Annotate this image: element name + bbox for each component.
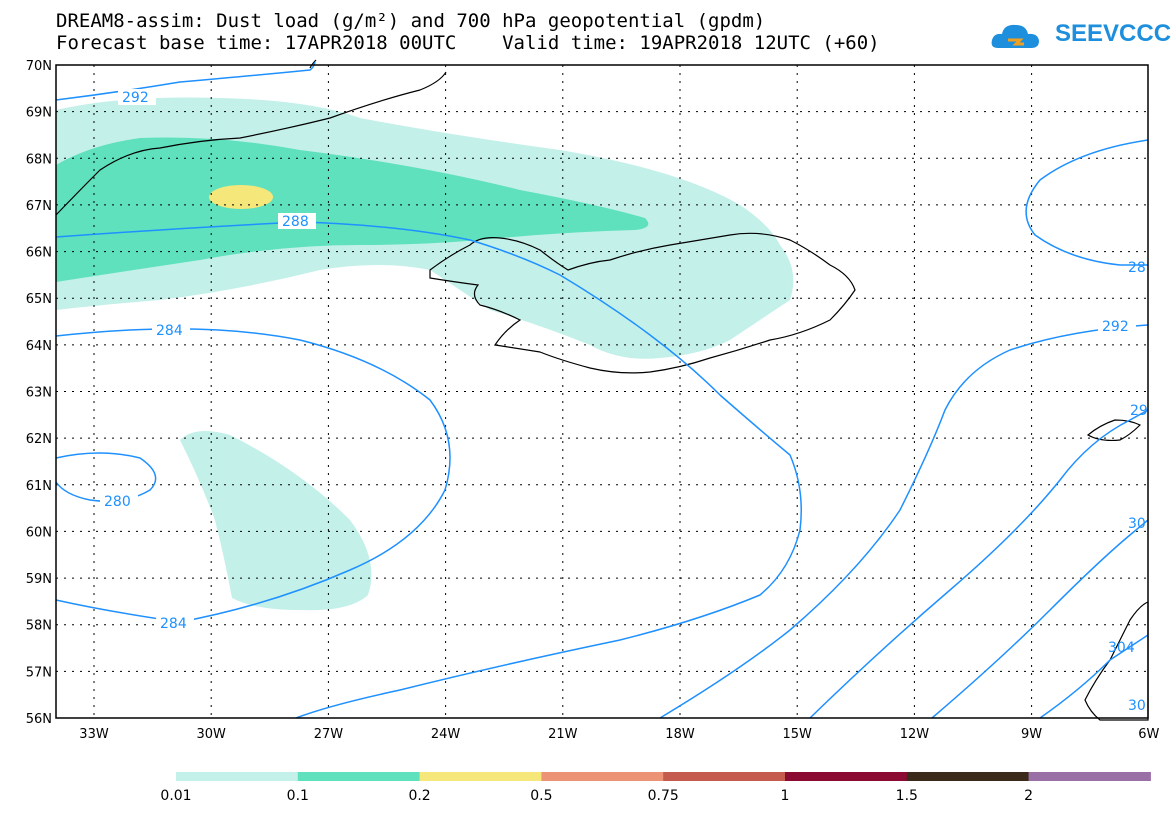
latitude-label: 70N: [26, 59, 52, 74]
latitude-label: 61N: [26, 479, 52, 494]
logo-text: SEEVCCC: [1055, 20, 1172, 47]
longitude-label: 21W: [548, 727, 578, 742]
colorbar: 0.01 0.1 0.2 0.5 0.75 1 1.5 2: [160, 772, 1151, 804]
latitude-label: 68N: [26, 152, 52, 167]
contour-label-30-south: 30: [1128, 698, 1146, 714]
longitude-label: 9W: [1021, 727, 1042, 742]
contour-label-292-east: 292: [1102, 319, 1129, 335]
longitude-label: 33W: [79, 727, 109, 742]
colorbar-label: 2: [1024, 788, 1033, 804]
colorbar-label: 0.2: [408, 788, 430, 804]
latitude-label: 65N: [26, 292, 52, 307]
contour-296: [809, 409, 1149, 719]
colorbar-label: 1: [781, 788, 790, 804]
colorbar-swatch: [297, 772, 421, 781]
contour-292-north: [55, 61, 316, 101]
longitude-label: 6W: [1138, 727, 1159, 742]
contour-label-284-north: 284: [156, 323, 183, 339]
map-frame: [55, 64, 1149, 719]
longitude-label: 24W: [431, 727, 461, 742]
longitude-label: 27W: [314, 727, 344, 742]
coastlines: [55, 59, 1149, 721]
colorbar-label: 0.01: [160, 788, 191, 804]
dust-area-low-south: [180, 431, 372, 611]
colorbar-swatch: [663, 772, 786, 781]
dust-area-mid: [56, 137, 649, 282]
latitude-label: 56N: [26, 712, 52, 727]
greenland-coast: [55, 71, 447, 216]
latitude-label: 66N: [26, 246, 52, 261]
latitude-label: 63N: [26, 386, 52, 401]
latitude-label: 69N: [26, 106, 52, 121]
longitude-label: 15W: [782, 727, 812, 742]
map-subtitle: Forecast base time: 17APR2018 00UTC Vali…: [56, 32, 880, 54]
map-title: DREAM8-assim: Dust load (g/m²) and 700 h…: [56, 10, 766, 32]
latitude-label: 60N: [26, 525, 52, 540]
colorbar-swatch: [906, 772, 1030, 781]
contour-300: [931, 519, 1149, 719]
colorbar-swatch: [785, 772, 908, 781]
contour-label-284-south: 284: [160, 616, 187, 632]
contour-label-30: 30: [1128, 516, 1146, 532]
colorbar-swatch: [176, 772, 299, 781]
latitude-label: 67N: [26, 199, 52, 214]
latitude-label: 62N: [26, 432, 52, 447]
contour-label-304: 304: [1108, 640, 1135, 656]
faroe-coast: [1086, 419, 1142, 442]
latitude-label: 58N: [26, 619, 52, 634]
contour-288: [55, 221, 802, 719]
colorbar-label: 0.75: [648, 788, 679, 804]
longitude-labels: 33W 30W 27W 24W 21W 18W 15W 12W 9W 6W: [79, 727, 1159, 742]
dust-area-high: [209, 185, 273, 209]
longitude-label: 18W: [665, 727, 695, 742]
latitude-label: 64N: [26, 339, 52, 354]
colorbar-label: 1.5: [896, 788, 918, 804]
latitude-label: 57N: [26, 665, 52, 680]
latitude-labels: 70N 69N 68N 67N 66N 65N 64N 63N 62N 61N 60N 59N 58N 5…: [26, 59, 52, 727]
colorbar-swatch: [541, 772, 664, 781]
contour-label-29: 29: [1130, 403, 1148, 419]
colorbar-swatch: [1028, 772, 1151, 781]
contour-304: [1039, 634, 1149, 719]
seevccc-logo: [991, 24, 1039, 48]
iceland-coast: [429, 232, 856, 374]
longitude-label: 12W: [900, 727, 930, 742]
contour-label-280: 280: [104, 494, 131, 510]
colorbar-swatch: [419, 772, 542, 781]
latitude-label: 59N: [26, 572, 52, 587]
contour-280: [55, 452, 157, 502]
greenland-coast-north: [309, 59, 317, 69]
contour-labels: 292 288 284 280 284 292 28 29 30 304 30: [100, 89, 1148, 714]
scotland-coast: [1084, 601, 1149, 721]
contour-east-high: [1025, 139, 1149, 266]
contour-label-28: 28: [1128, 260, 1146, 276]
longitude-label: 30W: [196, 727, 226, 742]
colorbar-label: 0.1: [287, 788, 309, 804]
colorbar-label: 0.5: [530, 788, 552, 804]
contour-label-292-north: 292: [122, 90, 149, 106]
contour-label-288: 288: [282, 214, 309, 230]
contour-292-east: [659, 324, 1149, 719]
graticule: [56, 65, 1148, 718]
dust-shading: [56, 97, 794, 611]
